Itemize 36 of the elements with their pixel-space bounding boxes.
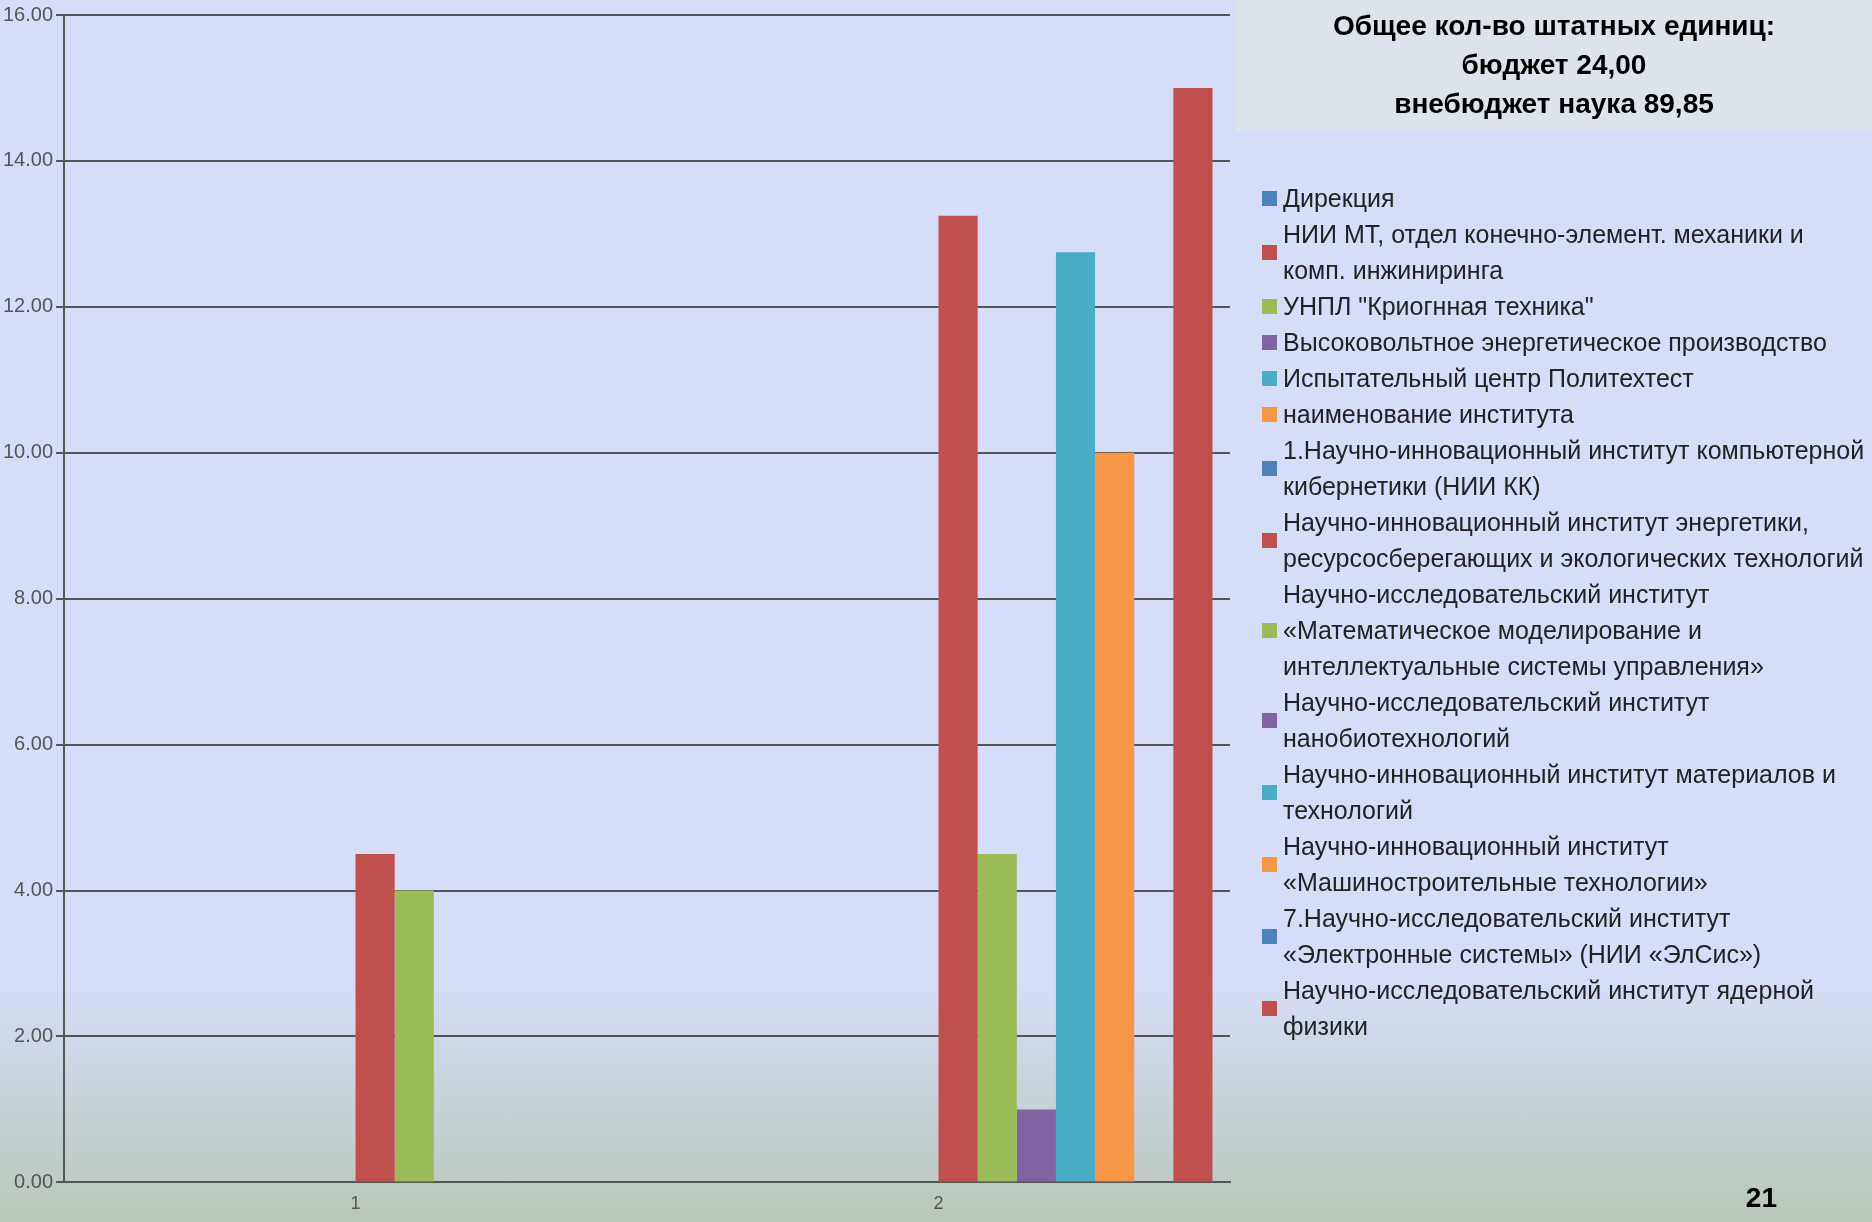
legend-label: 7.Научно-исследовательский институт «Электронные системы» (НИИ «ЭлСис») [1283, 903, 1763, 970]
y-tick-label: 8.00 [14, 586, 54, 609]
legend-label: Высоковольтное энергетическое производство [1283, 327, 1827, 358]
legend-label: наименование института [1283, 399, 1574, 430]
legend-label: НИИ МТ, отдел конечно-элемент. механики и комп. инжиниринга [1283, 219, 1805, 286]
text: 21 [1745, 1182, 1777, 1214]
legend-label: Испытательный центр Политехтест [1283, 363, 1694, 394]
y-tick-label: 0.00 [14, 1169, 54, 1192]
bar [355, 854, 395, 1182]
bar [977, 854, 1017, 1182]
text: бюджет 24,00 внебюджет наука 89,85 [1393, 48, 1715, 121]
y-tick-label: 16.00 [2, 2, 54, 25]
bar [1016, 1109, 1056, 1182]
x-tick-label: 2 [933, 1193, 944, 1214]
legend-label: Научно-инновационный институт «Машиностроительные технологии» [1283, 831, 1709, 898]
legend-label: Научно-инновационный институт энергетики, ресурсосберегающих и экологических технологий [1283, 507, 1865, 574]
x-tick-label: 1 [350, 1193, 361, 1214]
legend-label: Дирекция [1283, 183, 1395, 214]
y-tick-label: 2.00 [14, 1023, 54, 1046]
bar [1173, 87, 1213, 1182]
bar [394, 890, 434, 1182]
y-tick-label: 14.00 [2, 148, 54, 171]
bar [1095, 452, 1135, 1182]
legend-label: Научно-исследовательский институт «Математическое моделирование и интеллектуальные системы управления» [1283, 579, 1765, 682]
legend-label: Научно-инновационный институт материалов и технологий [1283, 759, 1837, 826]
legend-label: 1.Научно-инновационный институт компьютерной кибернетики (НИИ КК) [1283, 435, 1866, 502]
y-tick-label: 10.00 [2, 440, 54, 463]
legend-label: УНПЛ "Криогнная техника" [1283, 291, 1594, 322]
bar [1055, 252, 1096, 1182]
bar [938, 215, 978, 1182]
text: Общее кол-во штатных единиц: [1331, 9, 1777, 43]
legend-label: Научно-исследовательский институт ядерной физики [1283, 975, 1816, 1042]
legend-label: Научно-исследовательский институт нанобиотехнологий [1283, 687, 1711, 754]
y-tick-label: 4.00 [14, 878, 54, 901]
y-tick-label: 6.00 [14, 732, 54, 755]
y-tick-label: 12.00 [2, 294, 54, 317]
